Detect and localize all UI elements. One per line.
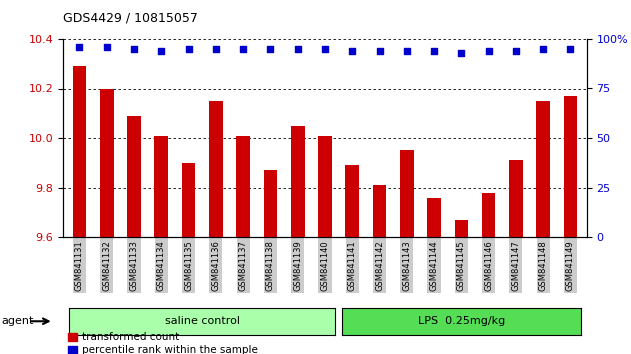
- Point: [483, 48, 493, 54]
- Bar: [237, 136, 250, 237]
- Bar: [509, 160, 522, 237]
- Text: LPS  0.25mg/kg: LPS 0.25mg/kg: [418, 316, 505, 326]
- Point: [320, 46, 330, 52]
- Point: [102, 44, 112, 50]
- Text: agent: agent: [1, 316, 33, 326]
- Text: saline control: saline control: [165, 316, 240, 326]
- Point: [565, 46, 575, 52]
- Bar: [291, 126, 305, 237]
- Point: [347, 48, 357, 54]
- Bar: [482, 193, 495, 237]
- Bar: [127, 116, 141, 237]
- Point: [511, 48, 521, 54]
- Bar: [373, 185, 386, 237]
- Point: [74, 44, 85, 50]
- Bar: [264, 170, 277, 237]
- Bar: [100, 88, 114, 237]
- Point: [456, 50, 466, 56]
- Legend: transformed count, percentile rank within the sample: transformed count, percentile rank withi…: [68, 332, 257, 354]
- Point: [211, 46, 221, 52]
- Point: [156, 48, 167, 54]
- Bar: [536, 101, 550, 237]
- Point: [129, 46, 139, 52]
- Bar: [209, 101, 223, 237]
- Bar: [400, 150, 413, 237]
- Point: [266, 46, 276, 52]
- Bar: [427, 198, 441, 237]
- Point: [184, 46, 194, 52]
- Bar: [454, 220, 468, 237]
- Point: [374, 48, 384, 54]
- Bar: [182, 163, 196, 237]
- Point: [402, 48, 412, 54]
- Bar: [73, 66, 86, 237]
- Point: [293, 46, 303, 52]
- Bar: [563, 96, 577, 237]
- Bar: [155, 136, 168, 237]
- Point: [538, 46, 548, 52]
- Text: GDS4429 / 10815057: GDS4429 / 10815057: [63, 12, 198, 25]
- Bar: [345, 165, 359, 237]
- Point: [238, 46, 248, 52]
- Point: [429, 48, 439, 54]
- Bar: [318, 136, 332, 237]
